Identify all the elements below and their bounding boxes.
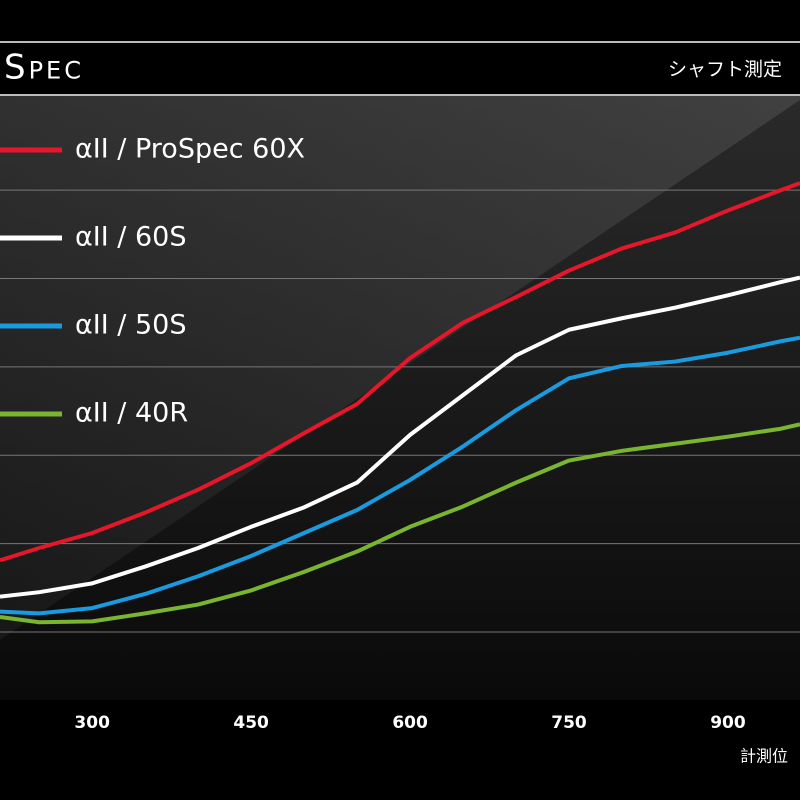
legend-label: αII / 40R [75, 398, 188, 429]
x-tick-label: 600 [392, 713, 428, 733]
x-tick-label: 450 [233, 713, 269, 733]
x-axis-label: 計測位 [740, 747, 788, 766]
legend-label: αII / 50S [75, 310, 186, 341]
series-line [0, 275, 800, 599]
chart-title: Spec [4, 48, 84, 88]
x-tick-label: 300 [74, 713, 110, 733]
legend-label: αII / ProSpec 60X [75, 134, 305, 165]
x-tick-label: 750 [551, 713, 587, 733]
series-line [0, 181, 800, 563]
series-line [0, 422, 800, 625]
chart-subtitle: シャフト測定 [668, 59, 782, 81]
legend-label: αII / 60S [75, 222, 186, 253]
series-line [0, 335, 800, 616]
x-tick-label: 900 [710, 713, 746, 733]
